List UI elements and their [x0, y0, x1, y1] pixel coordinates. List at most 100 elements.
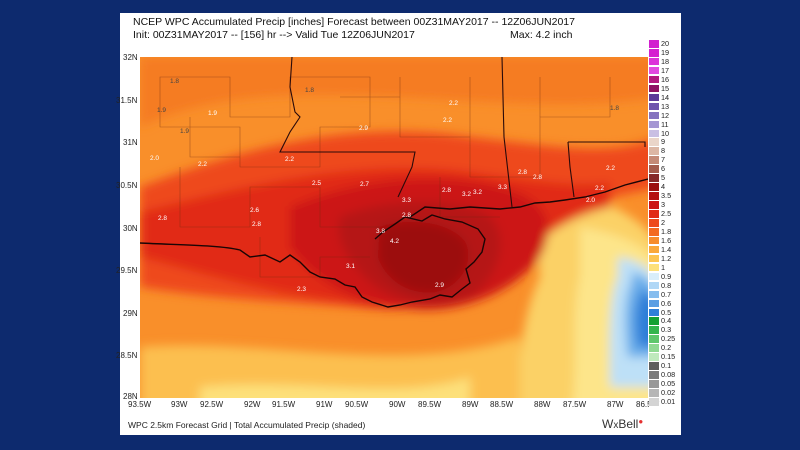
legend-label: 0.4 [661, 316, 672, 326]
legend-label: 0.2 [661, 343, 672, 353]
legend-label: 5 [661, 173, 666, 183]
title-line-2: Init: 00Z31MAY2017 -- [156] hr --> Valid… [133, 29, 415, 41]
legend-label: 6 [661, 164, 666, 174]
legend-swatch [649, 84, 659, 94]
legend-label: 4 [661, 182, 666, 192]
legend-label: 20 [661, 39, 670, 48]
legend-label: 18 [661, 56, 670, 66]
value-label: 2.5 [312, 180, 321, 187]
legend-swatch [649, 66, 659, 76]
brand-text-c: Bell [618, 417, 639, 431]
legend-swatch [649, 129, 659, 139]
legend-swatch [649, 227, 659, 237]
value-label: 3.1 [346, 263, 355, 270]
legend-swatch [649, 93, 659, 103]
legend-row: 12 [649, 111, 679, 121]
value-label: 2.0 [150, 155, 159, 162]
legend-row: 0.8 [649, 281, 679, 291]
value-label: 3.2 [462, 191, 471, 198]
value-label: 2.7 [360, 181, 369, 188]
color-legend: 20 19 18 17 16 15 14 13 12 11 10 9 8 7 6 5 4 3.5 3 2.5 2 1.8 1… [649, 39, 679, 407]
legend-row: 11 [649, 120, 679, 130]
legend-row: 19 [649, 48, 679, 58]
lon-label: 89.5W [418, 400, 442, 409]
legend-label: 1.8 [661, 226, 672, 236]
brand-dot-icon: ● [638, 417, 644, 426]
legend-swatch [649, 326, 659, 335]
legend-label: 9 [661, 137, 666, 147]
legend-row: 7 [649, 155, 679, 165]
legend-swatch [649, 272, 659, 282]
legend-row: 0.1 [649, 361, 679, 371]
legend-label: 0.01 [661, 397, 676, 406]
legend-swatch [649, 380, 659, 389]
legend-row: 0.3 [649, 325, 679, 335]
legend-swatch [649, 281, 659, 291]
lon-label: 92.5W [200, 400, 224, 409]
value-label: 1.8 [305, 87, 314, 94]
legend-label: 3.5 [661, 191, 672, 201]
value-label: 1.9 [208, 110, 217, 117]
legend-row: 16 [649, 75, 679, 85]
value-label: 2.8 [252, 221, 261, 228]
legend-swatch [649, 48, 659, 58]
legend-row: 1 [649, 263, 679, 273]
legend-row: 18 [649, 56, 679, 67]
legend-swatch [649, 263, 659, 273]
precip-map: 1.81.81.9 1.91.92.02.22.22.22.22.92.5 2.72… [140, 57, 648, 398]
value-label: 2.2 [606, 165, 615, 172]
legend-row: 1.8 [649, 226, 679, 237]
lat-label: 28N [123, 392, 138, 401]
legend-swatch [649, 344, 659, 353]
value-label: 2.2 [285, 156, 294, 163]
legend-row: 5 [649, 173, 679, 183]
legend-swatch [649, 111, 659, 121]
lon-label: 90W [389, 400, 406, 409]
state-borders [279, 57, 646, 208]
legend-swatch [649, 335, 659, 344]
lat-label: 29N [123, 309, 138, 318]
legend-row: 0.4 [649, 316, 679, 327]
legend-swatch [649, 40, 659, 49]
legend-label: 0.15 [661, 352, 676, 362]
legend-swatch [649, 353, 659, 362]
legend-row: 3 [649, 200, 679, 210]
legend-swatch [649, 120, 659, 130]
legend-swatch [649, 138, 659, 148]
legend-swatch [649, 147, 659, 156]
legend-row: 0.08 [649, 370, 679, 380]
legend-row: 0.5 [649, 308, 679, 318]
lat-label: 32N [123, 53, 138, 62]
legend-swatch [649, 183, 659, 192]
lon-label: 87W [607, 400, 624, 409]
max-value: Max: 4.2 inch [510, 29, 573, 41]
legend-label: 1.2 [661, 253, 672, 263]
legend-swatch [649, 245, 659, 255]
legend-swatch [649, 398, 659, 407]
legend-label: 14 [661, 92, 670, 102]
legend-row: 8 [649, 146, 679, 156]
value-label: 2.2 [595, 185, 604, 192]
legend-row: 1.2 [649, 253, 679, 264]
value-label: 2.0 [586, 197, 595, 204]
legend-label: 15 [661, 83, 670, 93]
lon-label: 91.5W [272, 400, 296, 409]
lon-label: 91W [316, 400, 333, 409]
legend-row: 0.25 [649, 334, 679, 344]
brand-text-a: W [602, 417, 614, 431]
legend-label: 0.1 [661, 361, 672, 371]
value-label: 3.3 [498, 184, 507, 191]
value-label: 1.8 [170, 78, 179, 85]
legend-label: 0.05 [661, 379, 676, 389]
legend-swatch [649, 254, 659, 264]
legend-row: 15 [649, 83, 679, 94]
value-label: 2.8 [533, 174, 542, 181]
legend-row: 4 [649, 182, 679, 192]
value-label: 2.8 [518, 169, 527, 176]
value-label: 2.8 [402, 212, 411, 219]
lat-label: 30N [123, 224, 138, 233]
value-label: 3.3 [402, 197, 411, 204]
legend-row: 14 [649, 92, 679, 103]
legend-label: 0.08 [661, 370, 676, 380]
legend-label: 1.6 [661, 235, 672, 245]
